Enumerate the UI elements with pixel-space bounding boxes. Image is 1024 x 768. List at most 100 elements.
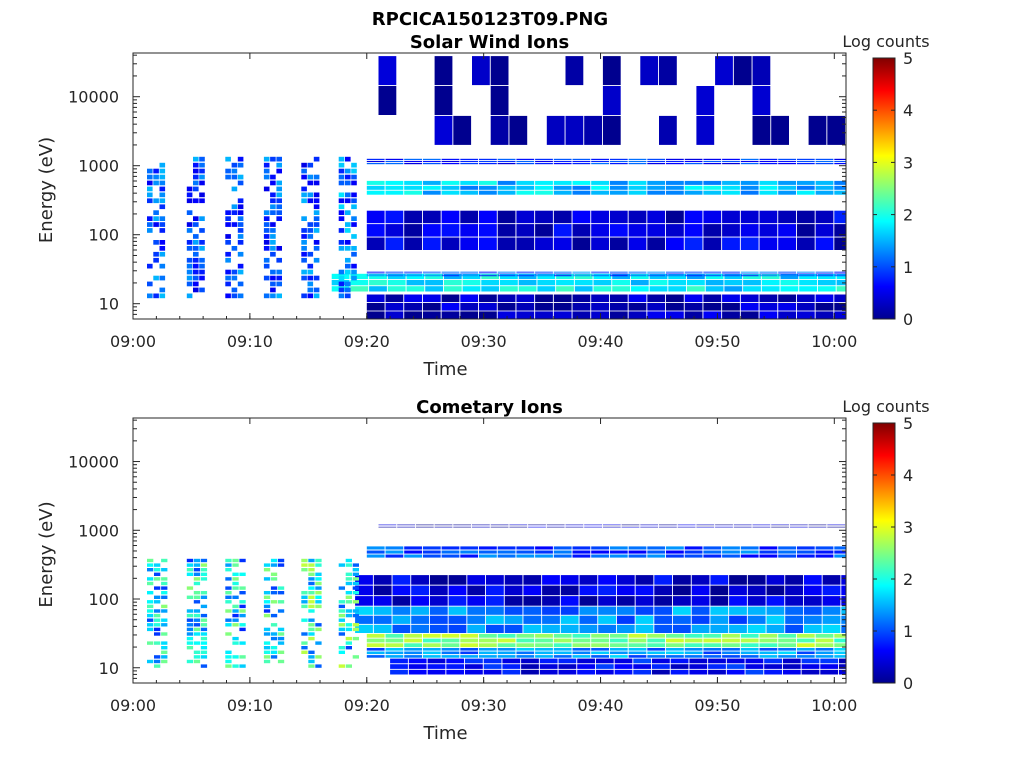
- heatmap-cell: [759, 185, 778, 190]
- heatmap-cell: [308, 604, 315, 609]
- heatmap-cell: [307, 222, 314, 227]
- heatmap-cell: [647, 210, 666, 224]
- heatmap-cell: [479, 160, 497, 163]
- heatmap-cell: [553, 273, 572, 275]
- heatmap-cell: [666, 651, 684, 655]
- heatmap-cell: [186, 586, 194, 590]
- heatmap-cell: [703, 294, 722, 303]
- heatmap-cell: [479, 163, 497, 165]
- heatmap-cell: [759, 643, 778, 648]
- heatmap-cell: [542, 575, 560, 585]
- heatmap-cell: [778, 271, 796, 273]
- heatmap-cell: [598, 606, 616, 615]
- heatmap-cell: [460, 190, 479, 195]
- heatmap-cell: [479, 180, 497, 185]
- heatmap-cell: [448, 606, 467, 615]
- heatmap-cell: [159, 204, 166, 210]
- heatmap-cell: [691, 575, 710, 585]
- heatmap-cell: [193, 595, 201, 599]
- heatmap-cell: [313, 156, 320, 162]
- heatmap-cell: [225, 234, 231, 239]
- heatmap-cell: [422, 190, 441, 195]
- heatmap-cell: [422, 633, 441, 638]
- heatmap-cell: [225, 577, 232, 581]
- heatmap-cell: [516, 180, 535, 185]
- heatmap-cell: [591, 638, 609, 643]
- y-axis-label: Energy (eV): [36, 137, 57, 243]
- heatmap-cell: [722, 210, 740, 224]
- heatmap-cell: [516, 271, 535, 273]
- heatmap-cell: [778, 648, 796, 651]
- heatmap-cell: [796, 224, 815, 237]
- heatmap-cell: [609, 190, 628, 195]
- heatmap-cell: [546, 115, 565, 145]
- heatmap-cell: [516, 554, 535, 558]
- heatmap-cell: [467, 585, 486, 596]
- heatmap-cell: [497, 185, 516, 190]
- heatmap-cell: [815, 655, 834, 658]
- heatmap-cell: [553, 210, 572, 224]
- heatmap-cell: [270, 222, 276, 227]
- x-axis-label: Time: [422, 359, 467, 380]
- heatmap-cell: [345, 293, 351, 299]
- heatmap-cell: [345, 627, 352, 632]
- heatmap-cell: [441, 160, 460, 163]
- heatmap-cell: [301, 275, 307, 281]
- heatmap-cell: [635, 606, 654, 615]
- heatmap-cell: [497, 311, 516, 319]
- heatmap-cell: [199, 198, 205, 204]
- heatmap-cell: [479, 273, 497, 275]
- heatmap-cell: [504, 585, 523, 596]
- heatmap-cell: [338, 650, 345, 654]
- colorbar-tick-label: 1: [903, 258, 913, 277]
- heatmap-cell: [553, 190, 572, 195]
- heatmap-cell: [684, 163, 703, 165]
- heatmap-cell: [446, 658, 465, 664]
- heatmap-cell: [147, 174, 153, 180]
- heatmap-cell: [628, 180, 647, 185]
- heatmap-cell: [373, 606, 392, 615]
- heatmap-cell: [277, 563, 285, 567]
- heatmap-cell: [301, 198, 307, 204]
- heatmap-cell: [745, 664, 764, 669]
- heatmap-cell: [815, 643, 834, 648]
- heatmap-cell: [277, 627, 285, 632]
- heatmap-cell: [687, 280, 705, 286]
- heatmap-cell: [614, 669, 633, 675]
- heatmap-cell: [778, 180, 796, 185]
- heatmap-cell: [628, 237, 647, 250]
- heatmap-cell: [308, 572, 315, 576]
- heatmap-cell: [759, 546, 778, 550]
- heatmap-cell: [448, 596, 467, 606]
- heatmap-cell: [225, 650, 232, 654]
- heatmap-cell: [355, 596, 373, 606]
- heatmap-cell: [490, 86, 509, 115]
- heatmap-cell: [778, 311, 796, 319]
- heatmap-cell: [467, 624, 486, 633]
- heatmap-cell: [745, 658, 764, 664]
- heatmap-cell: [366, 210, 385, 224]
- heatmap-cell: [834, 190, 846, 195]
- heatmap-cell: [553, 550, 572, 554]
- heatmap-cell: [796, 651, 815, 655]
- heatmap-cell: [350, 273, 369, 280]
- heatmap-cell: [313, 275, 320, 281]
- heatmap-cell: [404, 180, 422, 185]
- heatmap-cell: [598, 575, 616, 585]
- heatmap-cell: [778, 275, 796, 277]
- heatmap-cell: [345, 240, 351, 245]
- heatmap-cell: [628, 160, 647, 163]
- heatmap-cell: [366, 633, 385, 638]
- heatmap-cell: [593, 280, 612, 286]
- heatmap-cell: [591, 643, 609, 648]
- heatmap-cell: [670, 664, 689, 669]
- heatmap-cell: [479, 554, 497, 558]
- heatmap-cell: [351, 263, 357, 269]
- heatmap-cell: [200, 577, 208, 581]
- heatmap-cell: [338, 627, 345, 632]
- heatmap-cell: [516, 160, 535, 163]
- heatmap-cell: [479, 655, 497, 658]
- heatmap-cell: [500, 286, 518, 292]
- heatmap-cell: [628, 158, 647, 160]
- x-tick-label: 09:00: [110, 332, 156, 351]
